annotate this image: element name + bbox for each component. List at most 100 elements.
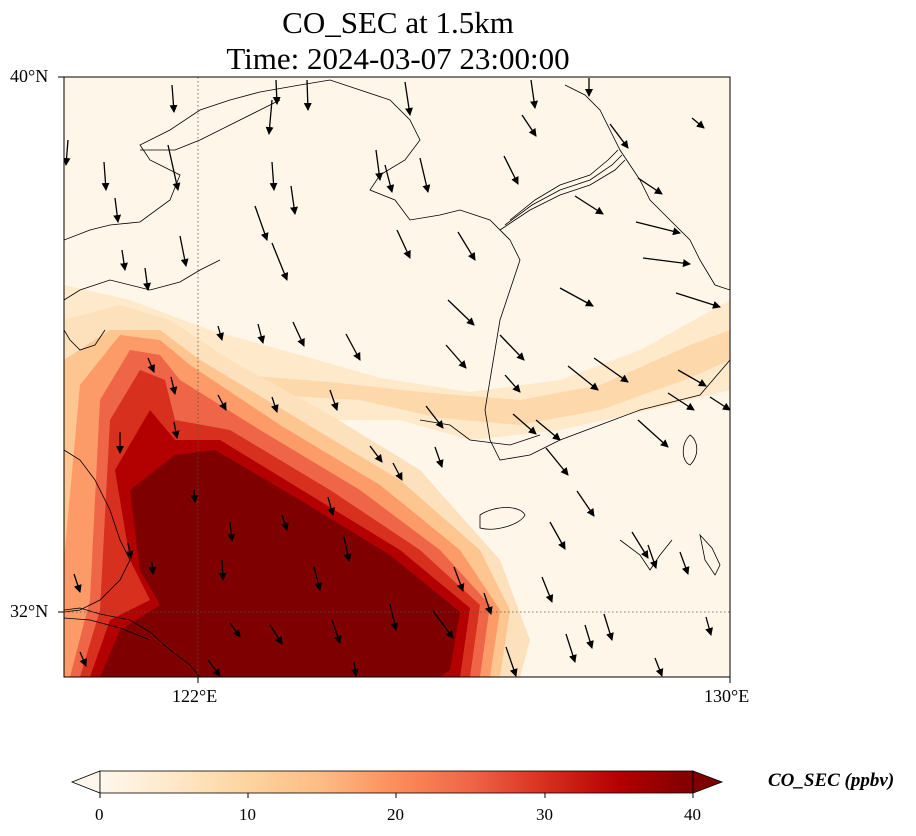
wind-arrow (169, 376, 178, 395)
colorbar-tick-10: 10 (239, 805, 256, 824)
wind-arrow (331, 619, 342, 644)
wind-arrow (404, 81, 413, 116)
wind-arrow (389, 603, 399, 631)
map-title-line1: CO_SEC at 1.5km (282, 5, 514, 40)
wind-arrow (535, 419, 561, 441)
wind-arrow (505, 646, 518, 677)
wind-arrow (351, 661, 359, 677)
wind-arrow (169, 84, 178, 113)
wind-arrow (457, 231, 476, 261)
wind-arrow (677, 369, 707, 387)
concentration-field (64, 77, 730, 677)
wind-arrow (691, 117, 705, 129)
wind-arrow (576, 490, 595, 517)
wind-arrow (503, 155, 519, 185)
wind-arrow (313, 566, 323, 591)
wind-arrow (303, 79, 312, 111)
wind-arrow (271, 242, 289, 281)
colorbar-gradient (99, 770, 694, 794)
wind-arrow (447, 299, 475, 326)
wind-arrow (603, 613, 614, 641)
wind-arrow (269, 624, 283, 645)
wind-arrow (567, 365, 599, 391)
wind-arrow (79, 651, 87, 667)
wind-arrow (217, 394, 227, 411)
wind-arrow (270, 396, 279, 413)
wind-arrow (521, 114, 537, 137)
wind-arrow (269, 161, 278, 191)
wind-arrow (419, 157, 431, 193)
wind-arrow (445, 344, 467, 369)
wind-arrow (343, 536, 352, 562)
wind-arrow (101, 161, 110, 191)
lon-label-122e: 122°E (172, 686, 218, 706)
wind-arrow (504, 374, 521, 393)
wind-arrow (167, 144, 181, 191)
wind-arrow (280, 514, 289, 531)
wind-arrow (667, 392, 695, 411)
wind-arrow (642, 257, 691, 268)
wind-arrow (227, 521, 236, 542)
wind-arrow (171, 421, 180, 439)
wind-arrow (327, 496, 335, 516)
wind-arrow (64, 139, 71, 166)
wind-arrow (179, 235, 189, 267)
wind-arrow (143, 267, 152, 291)
wind-arrow (709, 396, 730, 411)
wind-arrow (290, 185, 298, 215)
wind-vectors (64, 78, 730, 677)
wind-arrow (272, 79, 281, 105)
lon-label-130e: 130°E (704, 686, 750, 706)
map-frame (63, 76, 731, 678)
wind-arrow (369, 445, 383, 463)
wind-arrow (125, 542, 134, 559)
wind-arrow (120, 249, 128, 271)
colorbar-title: CO_SEC (ppbv) (768, 770, 895, 791)
wind-arrow (254, 205, 269, 241)
wind-arrow (654, 657, 664, 677)
wind-arrow (705, 616, 713, 636)
wind-arrow (392, 462, 403, 481)
wind-arrow (73, 573, 82, 593)
wind-arrow (530, 79, 538, 109)
wind-arrow (147, 357, 155, 373)
lat-label-32n: 32°N (10, 601, 49, 621)
wind-arrow (265, 99, 274, 135)
wind-arrow (218, 559, 227, 581)
wind-arrow (647, 544, 658, 569)
colorbar-tick-40: 40 (684, 805, 701, 824)
wind-arrow (434, 446, 444, 468)
wind-arrow (559, 287, 594, 307)
colorbar-extend-max (692, 770, 724, 794)
wind-arrow (545, 447, 569, 476)
wind-arrow (541, 576, 554, 603)
wind-arrow (593, 357, 629, 383)
gridlines (64, 77, 730, 677)
wind-arrow (425, 405, 444, 429)
wind-arrow (432, 610, 454, 639)
wind-arrow (499, 334, 525, 361)
lat-label-40n: 40°N (10, 66, 49, 86)
colorbar-tick-0: 0 (95, 805, 104, 824)
wind-arrow (574, 195, 604, 215)
wind-arrow (679, 551, 690, 575)
wind-arrow (584, 624, 594, 649)
wind-arrow (565, 633, 577, 663)
wind-arrow (113, 197, 122, 223)
wind-arrow (512, 413, 537, 435)
wind-arrow (257, 323, 266, 344)
wind-arrow (190, 489, 199, 503)
wind-arrow (453, 566, 465, 592)
wind-arrow (216, 325, 224, 341)
wind-arrow (396, 229, 411, 259)
colorbar (70, 770, 724, 798)
wind-arrow (292, 321, 305, 347)
colorbar-tick-30: 30 (536, 805, 553, 824)
wind-arrow (329, 389, 339, 411)
wind-arrow (637, 177, 663, 195)
wind-arrow (609, 123, 629, 149)
wind-arrow (549, 521, 566, 550)
wind-arrow (675, 292, 721, 309)
map-title-line2: Time: 2024-03-07 23:00:00 (226, 41, 570, 76)
